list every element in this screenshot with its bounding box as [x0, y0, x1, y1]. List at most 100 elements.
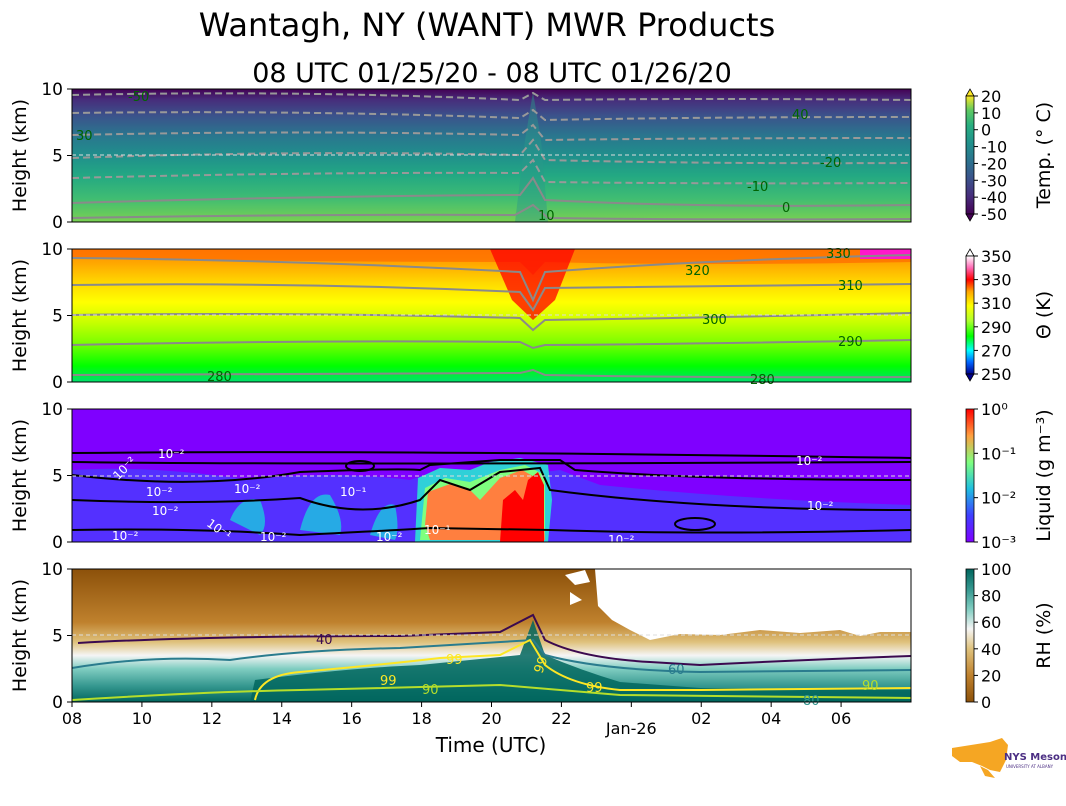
- contour-label: 10⁻²: [260, 530, 287, 544]
- y-tick-label: 0: [52, 213, 63, 233]
- liquid-contour: [71, 461, 912, 465]
- y-tick-label: 0: [52, 693, 63, 713]
- colorbar-label: Temp. (° C): [1033, 102, 1055, 209]
- colorbar-tick-label: -10: [981, 138, 1007, 157]
- logo-text: NYS Mesonet: [1004, 752, 1066, 763]
- x-tick-label: 08: [62, 709, 82, 728]
- x-tick-label: Jan-26: [605, 719, 657, 738]
- contour-label: 10⁻¹: [424, 523, 451, 537]
- x-tick-label: 22: [551, 709, 571, 728]
- liquid-contour: [71, 526, 912, 537]
- y-tick-label: 5: [52, 627, 63, 647]
- theta-contour: [71, 339, 912, 350]
- colorbar-liquid: [965, 408, 975, 543]
- colorbar-label: RH (%): [1033, 602, 1055, 668]
- contour-label: 99: [532, 655, 552, 676]
- colorbar-tick-label: -50: [981, 205, 1007, 224]
- contour-label: 40: [792, 108, 809, 123]
- theta-hot-top: [72, 249, 911, 275]
- liquid-mid-patches: [230, 494, 398, 540]
- contour-label: 10⁻²: [112, 529, 139, 543]
- temp-contour-solid: [71, 203, 912, 221]
- nys-mesonet-logo: NYS Mesonet UNIVERSITY AT ALBANY: [952, 738, 1066, 778]
- y-tick-label: 10: [41, 80, 63, 100]
- rh-contour-40: [77, 613, 912, 667]
- contour-label: 300: [702, 313, 727, 328]
- x-tick-label: 02: [691, 709, 711, 728]
- contour-label: 280: [750, 373, 775, 388]
- colorbar-tick-label: 60: [981, 613, 1001, 632]
- x-tick-label: 04: [761, 709, 781, 728]
- temp-contour: [71, 91, 912, 102]
- theta-contour: [71, 312, 912, 332]
- contour-label: 99: [586, 681, 603, 696]
- panel-theta: 330 320 310 300 290 280 280: [71, 247, 912, 388]
- contour-label: -10: [747, 180, 768, 195]
- contour-label: 10⁻²: [158, 447, 185, 461]
- contour-label: 320: [685, 264, 710, 279]
- contour-label: 330: [826, 247, 851, 262]
- x-tick-label: 18: [411, 709, 431, 728]
- temp-contour: [71, 123, 912, 142]
- contour-label: 40: [316, 633, 333, 648]
- colorbar-tick-label: -40: [981, 188, 1007, 207]
- contour-label: 99: [380, 674, 397, 689]
- colorbar-tick-label: -30: [981, 171, 1007, 190]
- contour-label: 10⁻²: [376, 530, 403, 544]
- y-tick-label: 5: [52, 307, 63, 327]
- contour-label: 10⁻²: [796, 454, 823, 468]
- y-tick-label: 10: [41, 400, 63, 420]
- x-tick-label: 06: [831, 709, 851, 728]
- colorbar-tick-label: 290: [981, 318, 1012, 337]
- rh-missing-notch: [565, 570, 590, 605]
- contour-label: 10⁻²: [807, 499, 834, 513]
- contour-label: 60: [668, 663, 685, 678]
- panel-temperature: -50 30 40 -20 -10 0 10: [71, 88, 912, 224]
- y-tick-label: 5: [52, 147, 63, 167]
- rh-missing-region: [595, 569, 911, 640]
- y-axis-label: Height (km): [9, 419, 31, 532]
- contour-label: 10: [538, 209, 555, 224]
- rh-contour-99: [254, 638, 912, 701]
- colorbar-tick-label: 10⁻²: [981, 489, 1016, 508]
- contour-label: 30: [76, 129, 93, 144]
- colorbar-label: Θ (K): [1033, 291, 1055, 339]
- theta-contour: [71, 254, 912, 303]
- theta-contour: [71, 283, 912, 312]
- contour-label: -20: [820, 156, 841, 171]
- temp-contour-solid: [71, 176, 912, 207]
- colorbar-tick-label: 20: [981, 666, 1001, 685]
- y-tick-label: 0: [52, 533, 63, 553]
- colorbar-label: Liquid (g m⁻³): [1033, 409, 1055, 541]
- colorbar-tick-label: 330: [981, 271, 1012, 290]
- colorbar-tick-label: 10: [981, 104, 1001, 123]
- colorbar-tick-label: 10⁻³: [981, 533, 1016, 552]
- x-tick-label: 20: [481, 709, 501, 728]
- temp-contour: [71, 138, 912, 165]
- colorbar-tick-label: 20: [981, 87, 1001, 106]
- x-tick-label: 14: [272, 709, 292, 728]
- figure-title: Wantagh, NY (WANT) MWR Products: [199, 6, 775, 44]
- rh-contour-60: [71, 638, 912, 674]
- y-axis-label: Height (km): [9, 99, 31, 212]
- contour-label: 10⁻²: [146, 485, 173, 499]
- temp-contour: [71, 158, 912, 185]
- y-tick-label: 0: [52, 373, 63, 393]
- y-axis-label: Height (km): [9, 259, 31, 372]
- contour-label: 10⁻²: [152, 504, 179, 518]
- liquid-cloud-red: [500, 472, 544, 542]
- x-tick-label: 10: [132, 709, 152, 728]
- contour-label: 90: [422, 683, 439, 698]
- theta-contour: [71, 368, 912, 379]
- colorbar-tick-label: 40: [981, 640, 1001, 659]
- colorbar-tick-label: 270: [981, 341, 1012, 360]
- colorbar-tick-label: 10⁰: [981, 400, 1008, 419]
- contour-label: -50: [128, 90, 149, 105]
- theta-plume: [490, 249, 575, 320]
- contour-label: 310: [838, 279, 863, 294]
- colorbar-tick-label: 250: [981, 365, 1012, 384]
- contour-label: 10⁻²: [608, 533, 635, 547]
- theta-magenta-corner: [860, 249, 911, 259]
- contour-label: 90: [862, 679, 879, 694]
